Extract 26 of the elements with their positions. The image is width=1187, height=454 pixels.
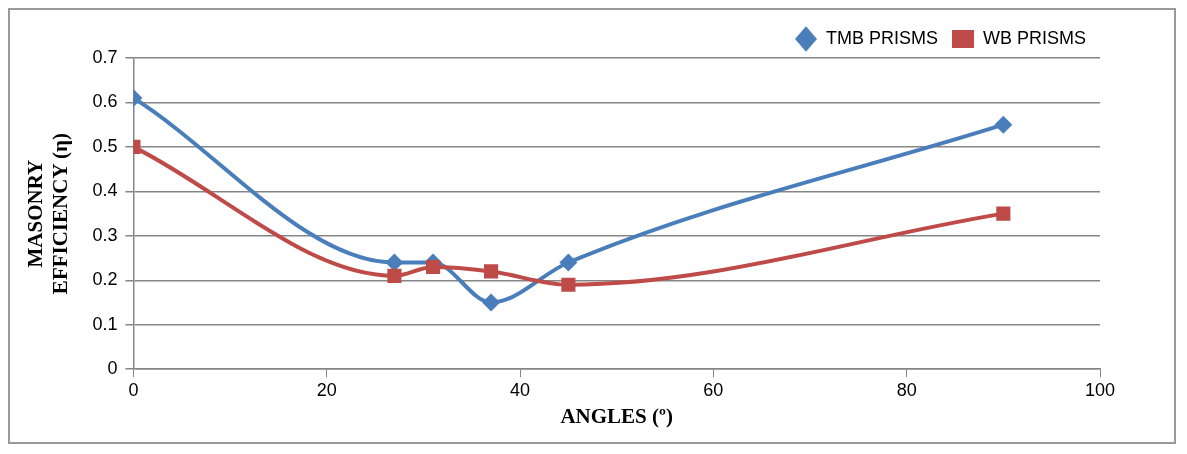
x-tick-label: 60	[703, 379, 724, 400]
x-tick-label: 40	[510, 379, 531, 400]
y-tick-label: 0.3	[92, 224, 118, 245]
y-tick-label: 0.6	[92, 91, 118, 112]
point	[559, 253, 578, 272]
y-axis-title: MASONRY EFFICIENCY (η)	[23, 133, 73, 295]
point	[996, 206, 1011, 221]
y-tick-label: 0.4	[92, 180, 118, 201]
point	[482, 293, 501, 312]
y-tick-label: 0.2	[92, 269, 118, 290]
x-tick-label: 80	[896, 379, 917, 400]
point	[483, 264, 499, 279]
y-tick-label: 0.7	[92, 46, 118, 67]
x-axis-title: ANGLES (º)	[560, 403, 673, 428]
y-tick-label: 0.1	[92, 313, 118, 334]
legend-label: TMB PRISMS	[825, 27, 938, 48]
x-tick-label: 0	[128, 379, 139, 400]
x-tick-label: 20	[316, 379, 337, 400]
point	[994, 115, 1013, 134]
x-tick-label: 100	[1084, 379, 1116, 400]
point	[425, 259, 441, 275]
y-tick-label: 0	[107, 358, 118, 379]
point	[387, 268, 402, 283]
point	[561, 277, 576, 292]
y-tick-label: 0.5	[92, 135, 118, 156]
legend-label: WB PRISMS	[982, 27, 1087, 48]
